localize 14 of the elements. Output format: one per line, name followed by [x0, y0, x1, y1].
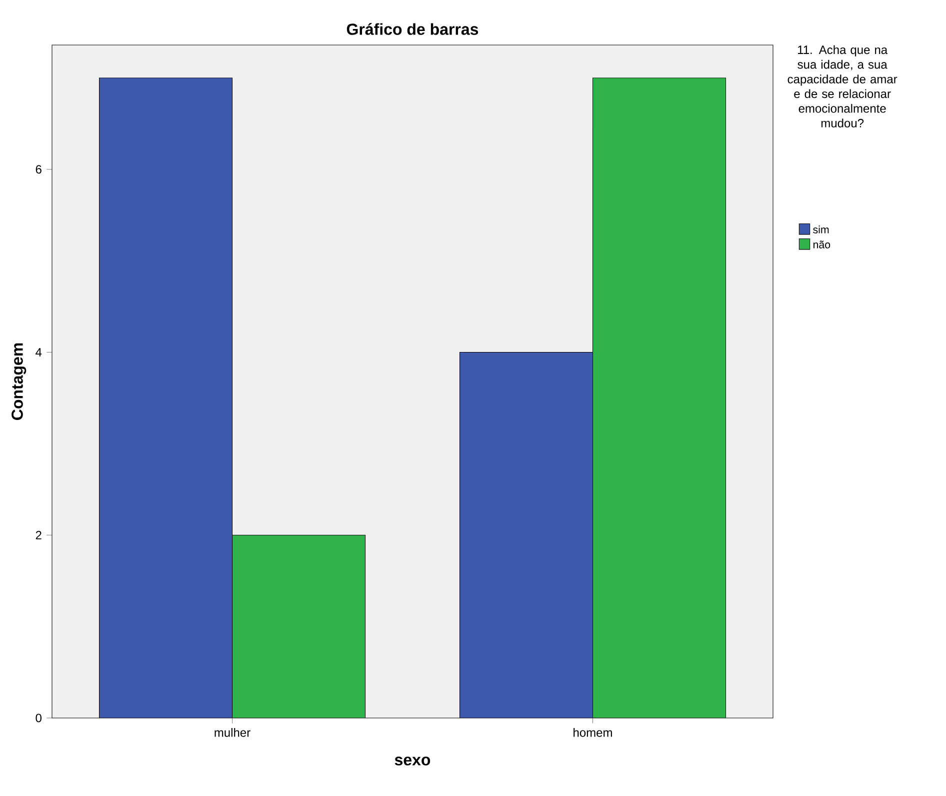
bar [98, 78, 233, 718]
x-tick-label: mulher [214, 728, 250, 737]
legend-label: sim [813, 226, 829, 234]
y-tick-label: 0 [36, 714, 42, 722]
y-axis-title: Contagem [12, 343, 26, 420]
chart-title: Gráfico de barras [346, 23, 478, 35]
y-tick-label: 6 [36, 165, 42, 174]
bar [459, 352, 594, 718]
legend-title: 11. Acha que na sua idade, a sua capacidade de amar e de se relacionar emocionalmente mudou? [788, 45, 898, 128]
legend-label: não [813, 240, 830, 248]
x-tick-label: homem [574, 728, 612, 737]
y-tick-label: 2 [36, 530, 42, 540]
x-axis-title: sexo [394, 756, 430, 766]
y-tick-label: 4 [36, 348, 42, 356]
